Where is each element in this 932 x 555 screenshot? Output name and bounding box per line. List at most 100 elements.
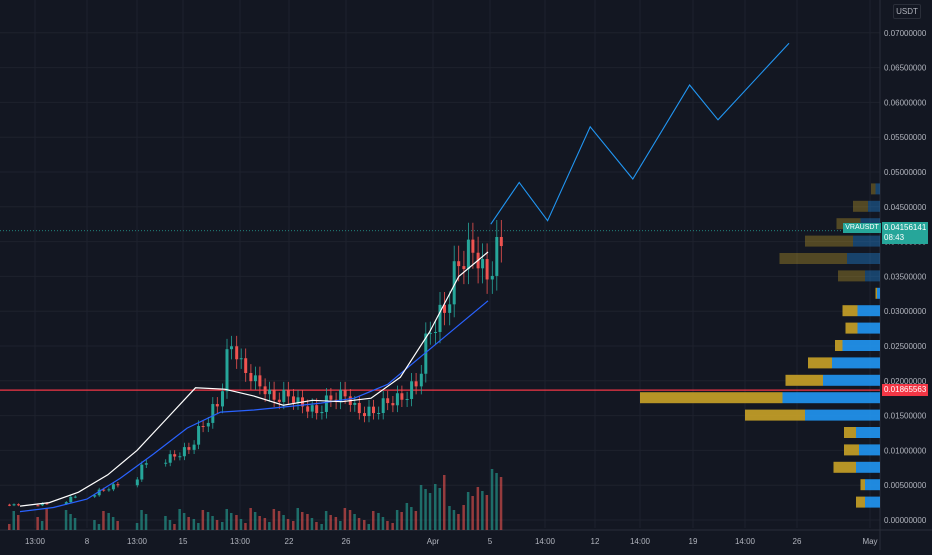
volume-bar [471,496,474,530]
volume-bar [277,511,281,530]
volume-bar [40,521,44,530]
volume-bar [215,520,219,530]
candle-body [201,426,205,428]
ma-slow-line [19,300,489,513]
candle-body [391,403,395,406]
candle-body [135,479,139,486]
volume-profile-up-bar [868,200,880,212]
volume-profile-down-bar [844,444,859,456]
candle-body [69,496,73,503]
candle-body [168,454,172,463]
candle-body [258,375,262,387]
volume-bar [377,513,380,530]
candle-body [377,413,381,415]
volume-bar [410,507,413,530]
candle-body [235,346,239,360]
price-tick-label: 0.03500000 [884,272,927,281]
time-tick-label: Apr [427,537,440,546]
price-tick-label: 0.00500000 [884,481,927,490]
volume-bar [8,524,11,530]
candle-body [249,373,253,382]
price-tick-label: 0.04500000 [884,203,927,212]
candle-body [277,399,281,403]
candle-body [471,239,475,253]
price-tick-label: 0.02500000 [884,342,927,351]
candle-body [324,395,328,412]
candle-body [414,381,418,387]
time-tick-label: 13:00 [230,537,251,546]
volume-bar [17,515,20,530]
candle-body [215,404,219,407]
candle-body [230,346,233,350]
candle-body [381,398,385,414]
volume-bar [315,522,318,530]
candle-body [320,411,324,414]
time-tick-label: 8 [85,537,90,546]
volume-bar [391,523,394,530]
candle-body [419,373,423,387]
volume-bar [197,523,200,530]
price-tick-label: 0.05500000 [884,133,927,142]
candle-body [107,489,111,491]
candle-body [182,447,186,457]
currency-unit-button[interactable]: USDT [893,4,921,19]
time-tick-label: May [862,537,877,546]
volume-bar [235,515,238,530]
candle-body [405,398,409,400]
price-tick-label: 0.00000000 [884,516,927,525]
candle-body [244,358,248,374]
volume-bar [348,510,352,530]
volume-profile-down-bar [845,322,858,334]
volume-profile-down-bar [785,374,823,386]
volume-bar [481,491,484,530]
candle-body [363,413,366,417]
candle-body [12,504,16,506]
volume-bar [476,487,480,530]
volume-bar [448,506,451,530]
volume-bar [211,516,214,530]
candle-body [438,304,442,332]
time-tick-label: 14:00 [535,537,556,546]
volume-profile-down-bar [745,409,805,421]
volume-bar [443,475,446,530]
volume-bar [310,518,314,530]
volume-bar [329,515,332,530]
volume-profile-up-bar [853,235,880,247]
volume-bar [367,524,370,530]
time-tick-label: 19 [689,537,698,546]
volume-bar [69,514,72,530]
volume-bar [499,477,503,530]
volume-bar [466,492,470,530]
candle-body [400,393,404,400]
volume-bar [405,503,409,530]
candle-body [111,484,115,490]
candle-body [140,464,144,480]
last-price-tag: 0.04156141 08:43 [882,222,928,244]
ma-fast-line [19,251,489,507]
volume-bar [272,509,276,530]
volume-bar [428,493,432,530]
volume-bar [249,508,252,530]
candle-body [339,389,343,403]
candle-body [73,496,77,498]
time-tick-label: 14:00 [735,537,756,546]
candle-body [211,404,215,423]
volume-bar [462,505,465,530]
candle-body [386,398,390,404]
candle-body [434,331,437,333]
price-tick-label: 0.01500000 [884,412,927,421]
volume-profile-down-bar [835,340,843,351]
volume-bar [495,473,498,530]
candle-body [481,259,485,269]
candle-body [443,304,446,313]
volume-bar [93,520,96,530]
volume-bar [45,508,48,530]
last-price-value: 0.04156141 [884,223,927,232]
volume-profile-up-bar [865,479,880,491]
candle-body [36,505,40,507]
candle-body [286,389,290,397]
time-tick-label: 13:00 [25,537,46,546]
volume-bar [253,512,257,530]
